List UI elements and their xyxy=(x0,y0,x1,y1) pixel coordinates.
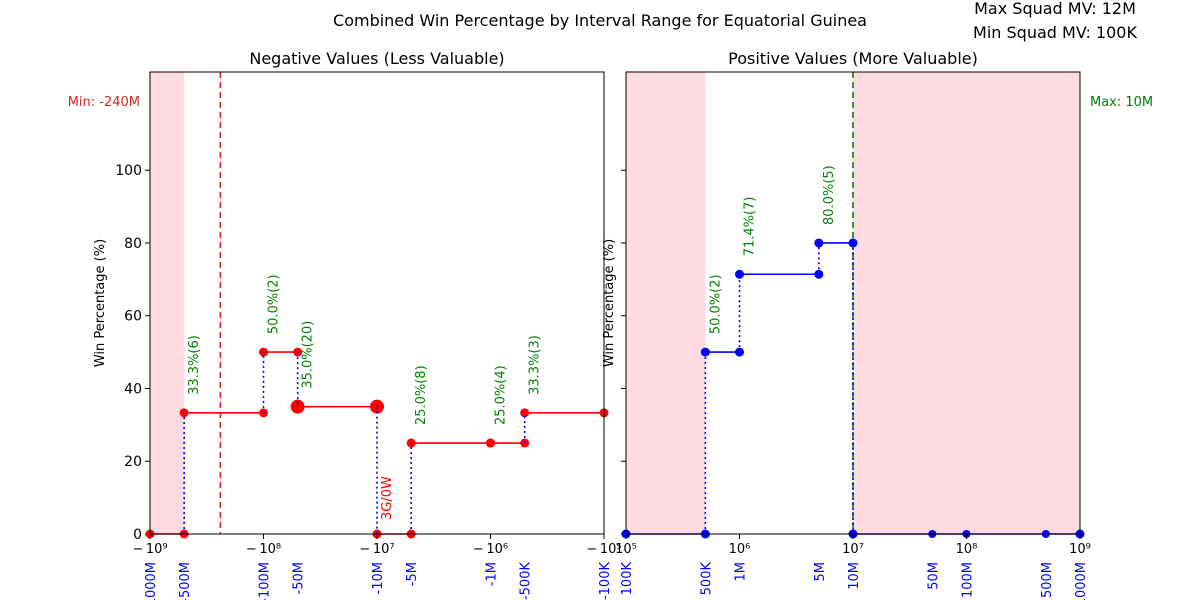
segment-label-4: 3G/0W xyxy=(380,476,395,520)
shaded-range-0 xyxy=(150,72,185,534)
y-axis-label: Win Percentage (%) xyxy=(93,239,108,367)
segment-start-point-2 xyxy=(735,269,744,279)
shaded-range-0 xyxy=(626,72,706,534)
reference-label: Min: -240M xyxy=(68,95,140,110)
segment-label-1: 33.3%(6) xyxy=(187,335,202,395)
segment-start-point-6 xyxy=(486,438,495,448)
y-tick-label-5: 100 xyxy=(115,163,142,179)
interval-label-6: -1M xyxy=(485,562,500,586)
segment-label-7: 33.3%(3) xyxy=(528,335,543,395)
interval-label-7: -500K xyxy=(519,562,534,600)
figure-title: Combined Win Percentage by Interval Rang… xyxy=(333,11,867,30)
shaded-range-1 xyxy=(853,72,1080,534)
x-tick-label-4: − 10⁵ xyxy=(586,542,621,557)
interval-label-4: -10M xyxy=(371,562,386,594)
interval-label-3: 5M xyxy=(813,562,828,582)
interval-label-0: -1000M xyxy=(144,562,159,600)
reference-label: Max: 10M xyxy=(1090,95,1153,110)
segment-label-3: 80.0%(5) xyxy=(822,165,837,225)
x-tick-label-2: 10⁷ xyxy=(842,542,864,557)
interval-label-4: 10M xyxy=(847,562,862,590)
segment-label-6: 25.0%(4) xyxy=(494,365,509,425)
interval-label-0: 100K xyxy=(620,562,635,596)
segment-label-2: 71.4%(7) xyxy=(743,197,758,257)
x-tick-label-1: 10⁶ xyxy=(729,542,751,557)
interval-label-3: -50M xyxy=(292,562,307,594)
panel-title: Positive Values (More Valuable) xyxy=(728,49,978,68)
positive-values-panel: Max: 10M Positive Values (More Valuable) W… xyxy=(602,49,1153,600)
y-tick-label-4: 80 xyxy=(124,236,142,252)
interval-label-7: 500M xyxy=(1040,562,1055,598)
interval-label-1: 500K xyxy=(699,562,714,596)
interval-label-5: -5M xyxy=(405,562,420,586)
axes-frame xyxy=(149,71,605,535)
segment-label-2: 50.0%(2) xyxy=(267,274,282,334)
x-tick-label-0: − 10⁹ xyxy=(132,542,167,557)
interval-label-2: -100M xyxy=(258,562,273,600)
y-tick-label-2: 40 xyxy=(124,381,142,397)
x-tick-label-2: − 10⁷ xyxy=(359,542,394,557)
y-tick-label-3: 60 xyxy=(124,309,142,325)
segment-label-1: 50.0%(2) xyxy=(708,274,723,334)
interval-label-5: 50M xyxy=(926,562,941,590)
x-tick-label-3: 10⁸ xyxy=(956,542,978,557)
max-squad-mv-label: Max Squad MV: 12M xyxy=(974,0,1136,18)
x-tick-label-1: − 10⁸ xyxy=(246,542,281,557)
x-tick-label-0: 10⁵ xyxy=(615,542,637,557)
interval-label-8: -100K xyxy=(598,562,613,600)
interval-label-1: -500M xyxy=(178,562,193,600)
interval-label-2: 1M xyxy=(734,562,749,582)
y-axis-label: Win Percentage (%) xyxy=(602,239,617,367)
interval-label-6: 100M xyxy=(961,562,976,598)
x-tick-label-4: 10⁹ xyxy=(1069,542,1091,557)
y-tick-label-1: 20 xyxy=(124,454,142,470)
panel-title: Negative Values (Less Valuable) xyxy=(249,49,504,68)
segment-label-5: 25.0%(8) xyxy=(414,365,429,425)
interval-label-8: 1000M xyxy=(1074,562,1089,600)
segment-start-point-3 xyxy=(290,399,305,414)
y-tick-label-0: 0 xyxy=(133,527,142,543)
min-squad-mv-label: Min Squad MV: 100K xyxy=(973,23,1137,42)
negative-values-panel: Min: -240M Negative Values (Less Valuable… xyxy=(68,49,622,600)
segment-label-3: 35.0%(20) xyxy=(301,321,316,389)
x-tick-label-3: − 10⁶ xyxy=(473,542,508,557)
